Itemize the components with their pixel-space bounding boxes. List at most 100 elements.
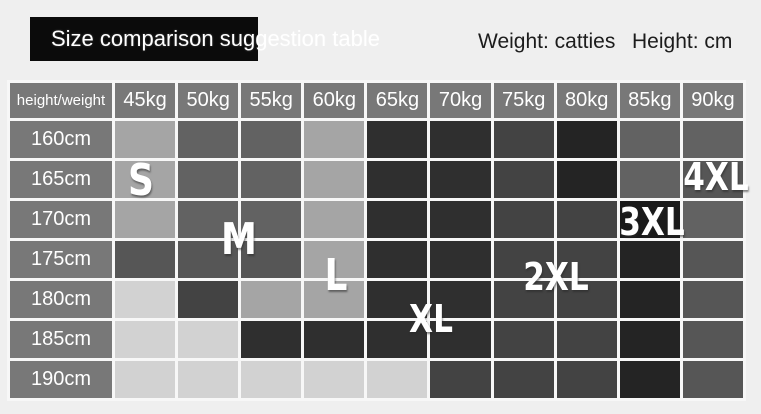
cell-185cm-60kg [304, 321, 365, 358]
cell-170cm-80kg [556, 201, 617, 238]
cell-165cm-60kg [304, 161, 365, 198]
cell-190cm-85kg [619, 361, 680, 398]
cell-160cm-45kg [115, 121, 176, 158]
cell-190cm-60kg [304, 361, 365, 398]
size-label-l: L [324, 250, 348, 301]
cell-160cm-60kg [304, 121, 365, 158]
cell-190cm-55kg [241, 361, 302, 398]
cell-175cm-45kg [115, 241, 176, 278]
weight-unit-label: Weight: catties [478, 30, 616, 53]
cell-175cm-55kg [241, 241, 302, 278]
cell-180cm-45kg [115, 281, 176, 318]
cell-165cm-65kg [367, 161, 428, 198]
cell-170cm-65kg [367, 201, 428, 238]
cell-165cm-45kg [115, 161, 176, 198]
cell-160cm-75kg [493, 121, 554, 158]
cell-180cm-85kg [619, 281, 680, 318]
cell-170cm-85kg [619, 201, 680, 238]
height-row-header-160cm: 160cm [10, 121, 112, 158]
size-comparison-table: height/weight 45kg 50kg 55kg 60kg 65kg 70kg 75k… [10, 83, 743, 398]
cell-170cm-90kg [682, 201, 743, 238]
page-title: Size comparison suggestion table [51, 26, 380, 51]
size-label-m: M [221, 214, 257, 265]
cell-185cm-80kg [556, 321, 617, 358]
cell-175cm-80kg [556, 241, 617, 278]
weight-column-header-70kg: 70kg [430, 83, 491, 118]
cell-175cm-90kg [682, 241, 743, 278]
size-label-4xl: 4XL [683, 155, 749, 199]
cell-190cm-80kg [556, 361, 617, 398]
cell-185cm-55kg [241, 321, 302, 358]
cell-180cm-70kg [430, 281, 491, 318]
height-row-header-185cm: 185cm [10, 321, 112, 358]
cell-170cm-50kg [178, 201, 239, 238]
cell-190cm-70kg [430, 361, 491, 398]
cell-175cm-85kg [619, 241, 680, 278]
height-row-header-190cm: 190cm [10, 361, 112, 398]
cell-185cm-45kg [115, 321, 176, 358]
cell-185cm-70kg [430, 321, 491, 358]
cell-160cm-80kg [556, 121, 617, 158]
cell-165cm-85kg [619, 161, 680, 198]
weight-column-header-65kg: 65kg [367, 83, 428, 118]
size-label-s: S [128, 155, 154, 206]
cell-165cm-80kg [556, 161, 617, 198]
cell-165cm-50kg [178, 161, 239, 198]
cell-190cm-65kg [367, 361, 428, 398]
cell-165cm-55kg [241, 161, 302, 198]
cell-180cm-60kg [304, 281, 365, 318]
size-label-2xl: 2XL [523, 255, 589, 299]
cell-190cm-75kg [493, 361, 554, 398]
cell-185cm-50kg [178, 321, 239, 358]
cell-180cm-80kg [556, 281, 617, 318]
cell-160cm-90kg [682, 121, 743, 158]
cell-165cm-75kg [493, 161, 554, 198]
cell-165cm-90kg [682, 161, 743, 198]
cell-180cm-55kg [241, 281, 302, 318]
cell-180cm-50kg [178, 281, 239, 318]
weight-column-header-75kg: 75kg [493, 83, 554, 118]
size-label-3xl: 3XL [619, 200, 685, 244]
cell-180cm-90kg [682, 281, 743, 318]
height-row-header-165cm: 165cm [10, 161, 112, 198]
cell-180cm-65kg [367, 281, 428, 318]
weight-column-header-45kg: 45kg [115, 83, 176, 118]
weight-column-header-90kg: 90kg [682, 83, 743, 118]
height-unit-label: Height: cm [632, 30, 733, 53]
cell-190cm-45kg [115, 361, 176, 398]
weight-column-header-85kg: 85kg [619, 83, 680, 118]
size-label-xl: XL [409, 297, 453, 341]
height-row-header-175cm: 175cm [10, 241, 112, 278]
cell-185cm-75kg [493, 321, 554, 358]
title-banner: Size comparison suggestion table [30, 17, 380, 61]
height-row-header-170cm: 170cm [10, 201, 112, 238]
weight-column-header-50kg: 50kg [178, 83, 239, 118]
weight-column-header-80kg: 80kg [556, 83, 617, 118]
cell-185cm-90kg [682, 321, 743, 358]
cell-160cm-85kg [619, 121, 680, 158]
cell-190cm-50kg [178, 361, 239, 398]
cell-160cm-50kg [178, 121, 239, 158]
cell-175cm-70kg [430, 241, 491, 278]
cell-170cm-70kg [430, 201, 491, 238]
cell-170cm-45kg [115, 201, 176, 238]
cell-185cm-65kg [367, 321, 428, 358]
cell-165cm-70kg [430, 161, 491, 198]
cell-175cm-75kg [493, 241, 554, 278]
cell-160cm-55kg [241, 121, 302, 158]
corner-header-height-weight: height/weight [10, 83, 112, 118]
cell-160cm-65kg [367, 121, 428, 158]
height-row-header-180cm: 180cm [10, 281, 112, 318]
cell-180cm-75kg [493, 281, 554, 318]
weight-column-header-60kg: 60kg [304, 83, 365, 118]
cell-175cm-65kg [367, 241, 428, 278]
cell-175cm-60kg [304, 241, 365, 278]
cell-170cm-60kg [304, 201, 365, 238]
cell-175cm-50kg [178, 241, 239, 278]
cell-170cm-55kg [241, 201, 302, 238]
cell-170cm-75kg [493, 201, 554, 238]
weight-column-header-55kg: 55kg [241, 83, 302, 118]
cell-185cm-85kg [619, 321, 680, 358]
cell-160cm-70kg [430, 121, 491, 158]
